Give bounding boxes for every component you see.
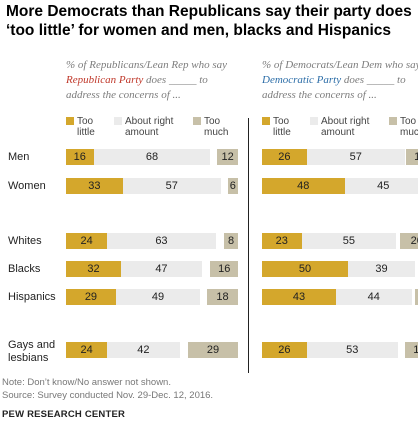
footer-source: Source: Survey conducted Nov. 29-Dec. 12… (2, 390, 214, 401)
data-label-about-right-women: 57 (165, 180, 178, 192)
data-label-too-little-hispanics: 29 (84, 291, 98, 303)
data-label-too-much-whites: 8 (228, 235, 235, 247)
legend-swatch-too-much (193, 117, 201, 125)
legend-swatch-too-much (389, 117, 397, 125)
data-label-about-right-hispanics: 49 (151, 291, 165, 303)
legend-label-about-right: About right amount (321, 116, 370, 138)
row-label-blacks: Blacks (8, 263, 41, 275)
bar-too-much-whites (399, 233, 418, 249)
bar-too-little-whites (66, 233, 108, 249)
data-label-too-little-whites: 24 (80, 235, 93, 247)
data-label-too-much-gays-and-lesbians: 17 (413, 344, 418, 356)
bar-about-right-blacks (121, 261, 202, 277)
data-label-too-little-men: 26 (278, 151, 291, 163)
data-label-too-little-women: 33 (88, 180, 101, 192)
data-label-about-right-blacks: 47 (155, 263, 168, 275)
data-label-too-much-men: 12 (221, 151, 234, 163)
bar-about-right-hispanics (335, 289, 412, 305)
subtitle-prefix: % of Democrats/Lean Dem who say (262, 59, 418, 71)
data-label-too-much-men: 16 (414, 151, 418, 163)
data-label-about-right-whites: 63 (155, 235, 168, 247)
row-label-hispanics: Hispanics (8, 291, 56, 303)
data-label-too-little-blacks: 32 (87, 263, 100, 275)
row-label-men: Men (8, 151, 30, 163)
bar-too-much-blacks (210, 261, 238, 277)
bar-about-right-women (344, 178, 418, 194)
data-label-about-right-men: 57 (349, 151, 362, 163)
panel-subtitle-republican: % of Republicans/Lean Rep who say Republ… (66, 58, 236, 103)
bar-too-little-whites (262, 233, 302, 249)
bar-too-much-hispanics (207, 289, 238, 305)
legend-swatch-about-right (114, 117, 122, 125)
bar-too-much-men (406, 149, 418, 165)
data-label-too-little-women: 48 (297, 180, 310, 192)
footer-brand: PEW RESEARCH CENTER (2, 409, 126, 420)
bar-about-right-blacks (348, 261, 416, 277)
bar-too-much-men (217, 149, 238, 165)
row-label-women: Women (8, 180, 46, 192)
bar-too-much-whites (224, 233, 238, 249)
bar-too-little-blacks (66, 261, 122, 277)
panel-subtitle-democratic: % of Democrats/Lean Dem who say Democrat… (262, 58, 418, 103)
data-label-about-right-blacks: 39 (375, 263, 388, 275)
bar-about-right-hispanics (115, 289, 201, 305)
bar-about-right-men (93, 149, 211, 165)
legend-swatch-too-little (66, 117, 74, 125)
bar-too-little-women (66, 178, 123, 194)
legend-label-too-little: Too little (77, 116, 95, 138)
legend-swatch-too-little (262, 117, 270, 125)
subtitle-suffix: does _____ to address the concerns of ..… (66, 74, 208, 101)
data-label-about-right-women: 45 (377, 180, 390, 192)
data-label-about-right-hispanics: 44 (367, 291, 380, 303)
bar-about-right-whites (301, 233, 397, 249)
data-label-too-little-hispanics: 43 (292, 291, 306, 303)
legend-label-too-much: Too much (204, 116, 229, 138)
legend-label-too-much: Too much (400, 116, 418, 138)
bar-too-little-men (66, 149, 94, 165)
footer-note: Note: Don’t know/No answer not shown. (2, 377, 171, 388)
subtitle-party-republican: Republican Party (66, 74, 144, 86)
bar-too-much-hispanics (415, 289, 418, 305)
bar-about-right-whites (107, 233, 216, 249)
data-label-too-little-men: 16 (73, 151, 86, 163)
data-label-too-little-whites: 23 (275, 235, 288, 247)
data-label-about-right-gays-and-lesbians: 53 (346, 344, 359, 356)
data-label-about-right-whites: 55 (342, 235, 355, 247)
bar-too-much-gays-and-lesbians (188, 342, 238, 358)
panel-divider (248, 118, 249, 373)
bar-too-little-hispanics (66, 289, 116, 305)
bar-too-little-men (262, 149, 307, 165)
data-label-about-right-gays-and-lesbians: 42 (137, 344, 150, 356)
bar-about-right-men (306, 149, 405, 165)
subtitle-suffix: does _____ to address the concerns of ..… (262, 74, 406, 101)
bar-too-little-women (262, 178, 345, 194)
bar-about-right-women (122, 178, 221, 194)
data-label-too-little-gays-and-lesbians: 24 (80, 344, 93, 356)
data-label-too-little-blacks: 50 (298, 263, 312, 275)
bar-about-right-gays-and-lesbians (107, 342, 180, 358)
data-label-too-much-gays-and-lesbians: 29 (206, 344, 220, 356)
data-label-about-right-men: 68 (145, 151, 159, 163)
bar-too-much-gays-and-lesbians (404, 342, 418, 358)
bar-too-little-gays-and-lesbians (66, 342, 108, 358)
chart-title: More Democrats than Republicans say thei… (6, 3, 412, 39)
data-label-too-much-women: 6 (229, 180, 236, 192)
legend-swatch-about-right (310, 117, 318, 125)
row-label-gays-lesbians: Gays and lesbians (8, 339, 56, 364)
legend-label-too-little: Too little (273, 116, 291, 138)
data-label-too-much-whites: 20 (410, 235, 418, 247)
subtitle-prefix: % of Republicans/Lean Rep who say (66, 59, 228, 71)
bar-too-little-gays-and-lesbians (262, 342, 307, 358)
bar-too-little-hispanics (262, 289, 336, 305)
bar-too-little-blacks (262, 261, 348, 277)
data-label-too-much-blacks: 16 (218, 263, 231, 275)
data-label-too-much-hispanics: 18 (216, 291, 229, 303)
subtitle-party-democratic: Democratic Party (262, 74, 342, 86)
legend-label-about-right: About right amount (125, 116, 174, 138)
data-label-too-little-gays-and-lesbians: 26 (278, 344, 291, 356)
bar-about-right-gays-and-lesbians (306, 342, 398, 358)
bar-too-much-women (227, 178, 238, 194)
row-label-whites: Whites (8, 235, 42, 247)
